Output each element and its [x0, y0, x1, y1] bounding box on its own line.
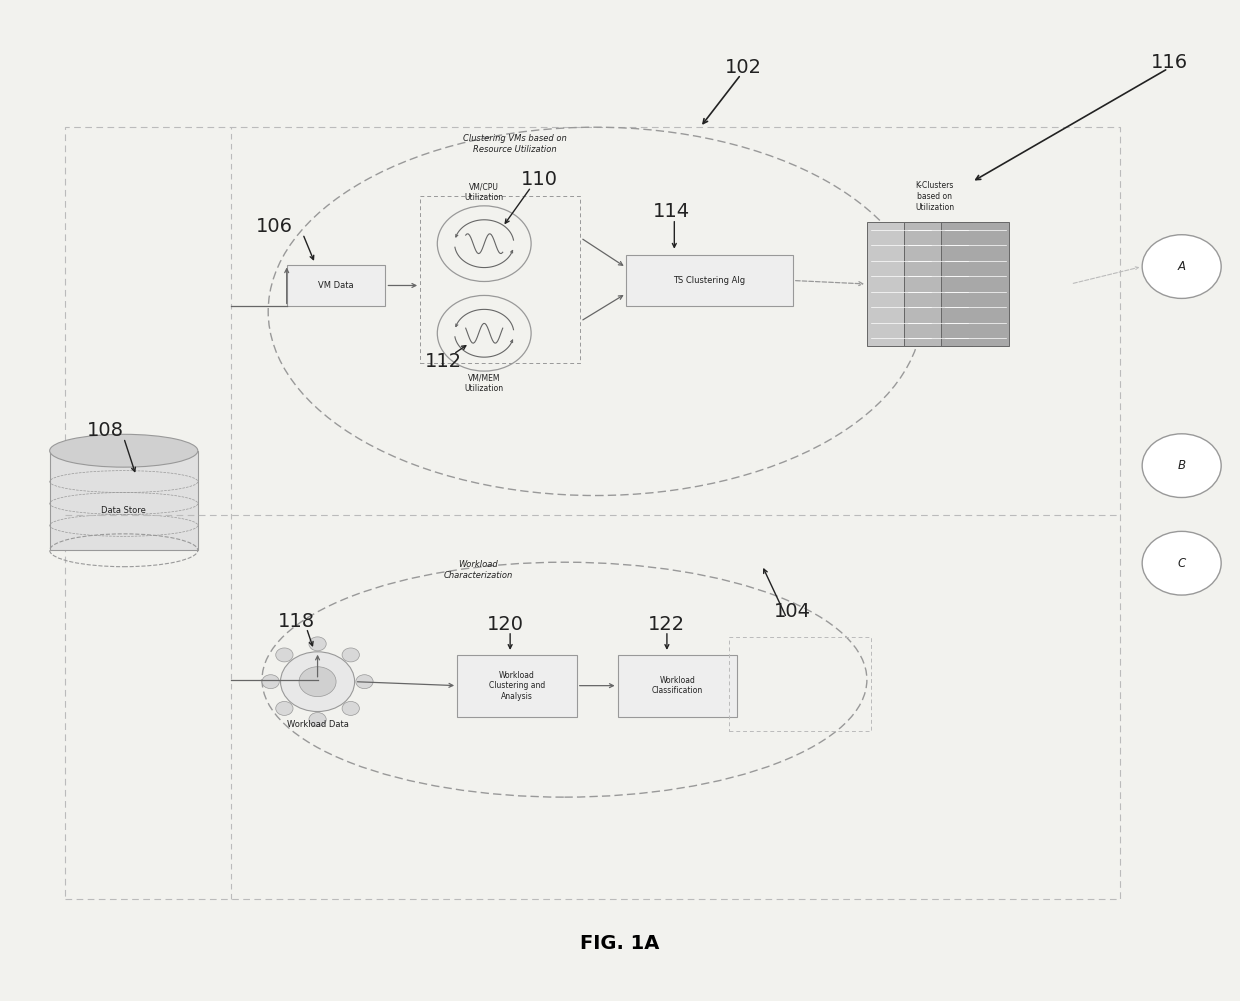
Text: 112: 112 — [425, 351, 463, 370]
Bar — [867, 222, 935, 346]
Bar — [286, 264, 386, 306]
Ellipse shape — [50, 434, 198, 467]
Circle shape — [309, 637, 326, 651]
Text: A: A — [1178, 260, 1185, 273]
Circle shape — [1142, 234, 1221, 298]
Bar — [626, 254, 792, 306]
Text: 110: 110 — [521, 170, 558, 189]
Circle shape — [262, 675, 279, 689]
Circle shape — [275, 648, 293, 662]
Text: C: C — [1178, 557, 1185, 570]
Text: 116: 116 — [1151, 53, 1188, 72]
Bar — [458, 655, 577, 717]
Text: Workload
Characterization: Workload Characterization — [444, 561, 512, 581]
Text: B: B — [1178, 459, 1185, 472]
Text: 108: 108 — [87, 421, 124, 440]
Bar — [904, 222, 972, 346]
Circle shape — [356, 675, 373, 689]
Text: 120: 120 — [486, 616, 523, 635]
Text: Workload
Classification: Workload Classification — [652, 676, 703, 696]
Text: K-Clusters
based on
Utilization: K-Clusters based on Utilization — [915, 181, 955, 212]
Bar — [64, 127, 1120, 899]
Text: Workload Data: Workload Data — [286, 720, 348, 729]
Circle shape — [299, 667, 336, 697]
Text: VM Data: VM Data — [319, 281, 353, 290]
Text: VM/MEM
Utilization: VM/MEM Utilization — [465, 373, 503, 392]
Bar — [50, 450, 198, 551]
Text: VM/CPU
Utilization: VM/CPU Utilization — [465, 182, 503, 201]
Circle shape — [1142, 433, 1221, 497]
Circle shape — [275, 702, 293, 716]
Text: 102: 102 — [725, 58, 761, 77]
Circle shape — [342, 648, 360, 662]
Circle shape — [1142, 532, 1221, 595]
Text: Workload
Clustering and
Analysis: Workload Clustering and Analysis — [489, 671, 546, 701]
Bar — [618, 655, 738, 717]
Text: Clustering VMs based on
Resource Utilization: Clustering VMs based on Resource Utiliza… — [464, 134, 567, 154]
Circle shape — [342, 702, 360, 716]
Text: TS Clustering Alg: TS Clustering Alg — [673, 276, 745, 285]
Text: 114: 114 — [653, 202, 691, 221]
Text: 104: 104 — [774, 603, 811, 622]
Circle shape — [309, 713, 326, 727]
Text: Data Store: Data Store — [102, 506, 146, 515]
Circle shape — [280, 652, 355, 712]
Text: 118: 118 — [278, 613, 315, 632]
Bar — [941, 222, 1009, 346]
Text: 106: 106 — [255, 217, 293, 236]
Bar — [729, 637, 870, 732]
Text: 122: 122 — [649, 616, 686, 635]
Text: FIG. 1A: FIG. 1A — [580, 934, 660, 953]
Bar — [420, 196, 580, 363]
